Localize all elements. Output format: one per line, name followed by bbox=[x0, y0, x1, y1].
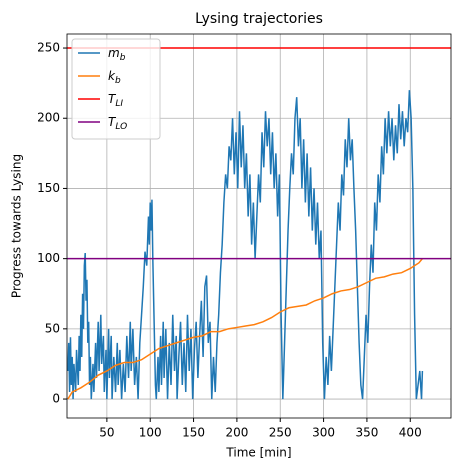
y-tick-label: 100 bbox=[37, 251, 60, 265]
x-tick-label: 300 bbox=[312, 426, 335, 440]
x-tick-label: 100 bbox=[139, 426, 162, 440]
legend-label: TLI bbox=[108, 92, 123, 109]
x-tick-label: 400 bbox=[399, 426, 422, 440]
y-tick-label: 0 bbox=[52, 392, 60, 406]
legend-box bbox=[71, 38, 161, 140]
legend-label: mb bbox=[108, 46, 126, 63]
chart-title: Lysing trajectories bbox=[195, 11, 323, 27]
y-tick-label: 250 bbox=[37, 41, 60, 55]
x-axis-label: Time [min] bbox=[225, 446, 291, 460]
x-tick-label: 200 bbox=[225, 426, 248, 440]
y-axis-label: Progress towards Lysing bbox=[10, 154, 24, 298]
series-line bbox=[67, 258, 423, 400]
x-tick-label: 350 bbox=[355, 426, 378, 440]
y-tick-label: 50 bbox=[45, 321, 60, 335]
legend-label: TLO bbox=[108, 115, 127, 132]
x-tick-label: 50 bbox=[99, 426, 114, 440]
y-tick-label: 150 bbox=[37, 181, 60, 195]
x-tick-label: 250 bbox=[269, 426, 292, 440]
x-tick-label: 150 bbox=[182, 426, 205, 440]
plot-frame bbox=[66, 33, 452, 419]
y-tick-label: 200 bbox=[37, 111, 60, 125]
legend-label: kb bbox=[108, 69, 121, 86]
